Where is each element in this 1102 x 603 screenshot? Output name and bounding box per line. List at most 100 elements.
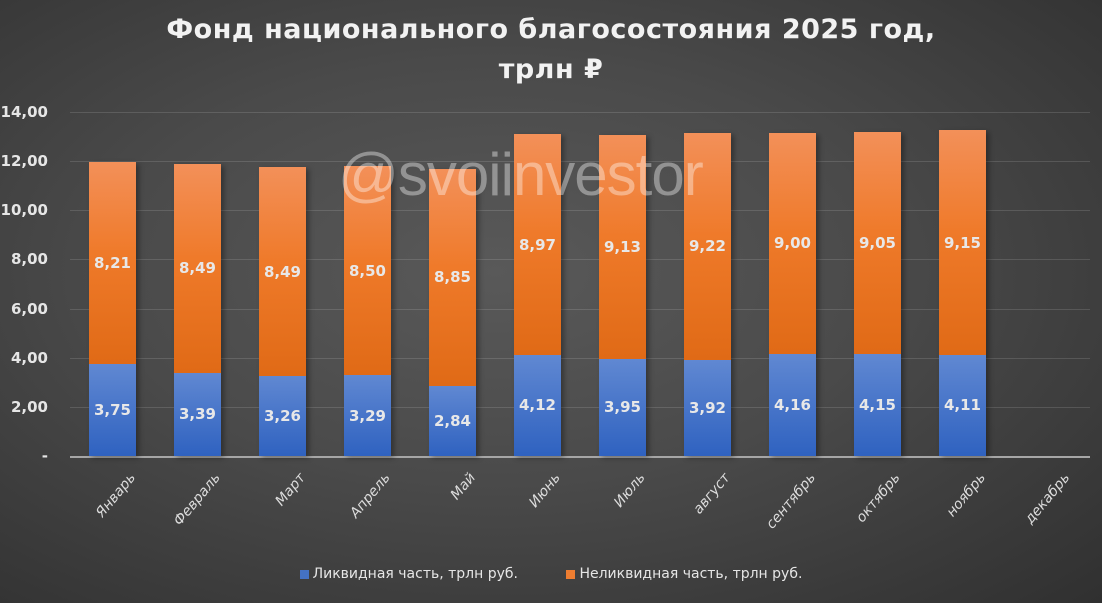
stacked-bar: 3,39 8,49 bbox=[174, 164, 221, 456]
y-tick-label: - bbox=[41, 447, 48, 465]
gridline bbox=[70, 357, 1090, 359]
data-label-illiquid: 9,13 bbox=[603, 237, 641, 256]
stacked-bar: 4,11 9,15 bbox=[939, 130, 986, 456]
y-tick-label: 6,00 bbox=[10, 299, 48, 318]
bar-segment-liquid bbox=[684, 359, 731, 456]
bar-segment-illiquid bbox=[854, 131, 901, 355]
x-tick-label: Апрель bbox=[347, 470, 394, 522]
x-tick-label: Март bbox=[272, 470, 309, 510]
x-tick-label: Май bbox=[447, 470, 479, 504]
y-tick-label: 4,00 bbox=[10, 348, 48, 367]
bar-segment-liquid bbox=[514, 354, 561, 456]
legend-item-liquid: Ликвидная часть, трлн руб. bbox=[299, 566, 518, 582]
bar-group: 3,26 8,49 bbox=[240, 112, 325, 456]
bar-segment-liquid bbox=[89, 363, 136, 456]
data-label-illiquid: 8,50 bbox=[348, 261, 386, 280]
bar-segment-liquid bbox=[854, 354, 901, 456]
x-tick-label: сентябрь bbox=[762, 470, 819, 533]
data-label-liquid: 3,29 bbox=[348, 406, 386, 425]
chart-title: Фонд национального благосостояния 2025 г… bbox=[0, 10, 1102, 90]
gridline bbox=[70, 161, 1090, 163]
x-tick-label: октябрь bbox=[853, 470, 904, 526]
x-axis-line bbox=[70, 456, 1090, 458]
legend-swatch-illiquid bbox=[566, 569, 576, 579]
y-tick-label: 12,00 bbox=[0, 152, 48, 171]
stacked-bar: 4,12 8,97 bbox=[514, 134, 561, 456]
stacked-bar: 4,16 9,00 bbox=[769, 132, 816, 456]
bar-segment-liquid bbox=[769, 353, 816, 456]
data-label-illiquid: 8,49 bbox=[178, 259, 216, 278]
data-label-illiquid: 8,97 bbox=[518, 235, 556, 254]
data-label-illiquid: 9,00 bbox=[773, 234, 811, 253]
data-label-liquid: 3,95 bbox=[603, 398, 641, 417]
data-label-illiquid: 8,21 bbox=[93, 253, 131, 272]
data-label-liquid: 3,39 bbox=[178, 405, 216, 424]
legend-swatch-liquid bbox=[299, 569, 309, 579]
bar-segment-illiquid bbox=[939, 130, 986, 355]
bar-segment-liquid bbox=[599, 358, 646, 456]
legend-label-liquid: Ликвидная часть, трлн руб. bbox=[312, 566, 518, 582]
bar-group bbox=[1005, 112, 1090, 456]
data-label-illiquid: 9,15 bbox=[943, 233, 981, 252]
bar-segment-liquid bbox=[344, 375, 391, 456]
legend-label-illiquid: Неликвидная часть, трлн руб. bbox=[579, 566, 803, 582]
bar-group: 4,15 9,05 bbox=[835, 112, 920, 456]
stacked-bar: 3,95 9,13 bbox=[599, 134, 646, 456]
bar-group: 4,16 9,00 bbox=[750, 112, 835, 456]
bar-segment-illiquid bbox=[599, 134, 646, 359]
x-tick-label: август bbox=[690, 470, 734, 518]
bar-segment-liquid bbox=[939, 355, 986, 456]
y-tick-label: 14,00 bbox=[0, 103, 48, 121]
gridline bbox=[70, 406, 1090, 408]
data-label-illiquid: 8,49 bbox=[263, 262, 301, 281]
bar-group: 4,11 9,15 bbox=[920, 112, 1005, 456]
stacked-bar: 4,15 9,05 bbox=[854, 131, 901, 456]
stacked-bar: 3,26 8,49 bbox=[259, 167, 306, 456]
x-tick-label: Февраль bbox=[170, 470, 224, 530]
gridline bbox=[70, 210, 1090, 212]
data-label-illiquid: 8,85 bbox=[433, 268, 471, 287]
bar-group: 3,75 8,21 bbox=[70, 112, 155, 456]
data-label-illiquid: 9,05 bbox=[858, 233, 896, 252]
data-label-liquid: 2,84 bbox=[433, 412, 471, 431]
y-tick-label: 8,00 bbox=[10, 250, 48, 269]
bar-group: 3,39 8,49 bbox=[155, 112, 240, 456]
bar-segment-liquid bbox=[259, 375, 306, 456]
x-tick-label: Январь bbox=[92, 470, 139, 521]
y-tick-label: 10,00 bbox=[0, 201, 48, 220]
bar-group: 3,95 9,13 bbox=[580, 112, 665, 456]
gridline bbox=[70, 259, 1090, 261]
bar-group: 3,29 8,50 bbox=[325, 112, 410, 456]
bar-group: 2,84 8,85 bbox=[410, 112, 495, 456]
plot-area: 3,75 8,21 3,39 8,49 3,26 8,49 3,29 8,50 2,84 8,85… bbox=[70, 112, 1090, 458]
gridline bbox=[70, 308, 1090, 310]
chart-title-line-2: трлн ₽ bbox=[498, 54, 604, 85]
bar-segment-illiquid bbox=[514, 134, 561, 355]
bar-segment-illiquid bbox=[769, 132, 816, 354]
x-tick-label: Июнь bbox=[525, 470, 564, 511]
bar-segment-liquid bbox=[174, 372, 221, 456]
data-label-liquid: 4,12 bbox=[518, 396, 556, 415]
bar-segment-illiquid bbox=[429, 168, 476, 387]
bar-segment-illiquid bbox=[344, 166, 391, 376]
x-tick-label: декабрь bbox=[1022, 470, 1074, 528]
bar-segment-illiquid bbox=[174, 164, 221, 373]
data-label-illiquid: 9,22 bbox=[688, 237, 726, 256]
bar-group: 3,92 9,22 bbox=[665, 112, 750, 456]
data-label-liquid: 4,15 bbox=[858, 396, 896, 414]
gridline bbox=[70, 112, 1090, 113]
stacked-bar: 2,84 8,85 bbox=[429, 168, 476, 456]
x-tick-label: Июль bbox=[611, 470, 649, 511]
legend-item-illiquid: Неликвидная часть, трлн руб. bbox=[566, 566, 802, 582]
y-tick-label: 2,00 bbox=[10, 397, 48, 416]
data-label-liquid: 3,75 bbox=[93, 400, 131, 419]
stacked-bar: 3,29 8,50 bbox=[344, 166, 391, 456]
bar-segment-illiquid bbox=[684, 133, 731, 360]
watermark: @svoiinvestor bbox=[338, 141, 704, 208]
data-label-liquid: 3,26 bbox=[263, 406, 301, 425]
x-tick-label: ноябрь bbox=[943, 470, 989, 521]
bar-segment-illiquid bbox=[259, 167, 306, 376]
stacked-bar: 3,75 8,21 bbox=[89, 162, 136, 456]
data-label-liquid: 3,92 bbox=[688, 398, 726, 417]
data-label-liquid: 4,16 bbox=[773, 395, 811, 414]
